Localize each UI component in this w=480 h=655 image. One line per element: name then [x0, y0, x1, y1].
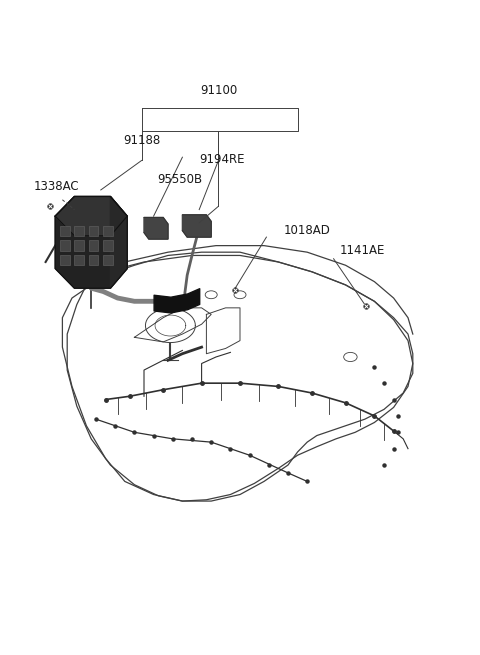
Bar: [89, 226, 98, 236]
Text: 1018AD: 1018AD: [283, 224, 330, 237]
Bar: [60, 255, 70, 265]
Bar: [89, 255, 98, 265]
Bar: [89, 240, 98, 251]
Text: 91100: 91100: [200, 84, 237, 97]
Polygon shape: [55, 196, 127, 288]
Polygon shape: [110, 196, 127, 288]
Bar: [103, 226, 113, 236]
Bar: [60, 226, 70, 236]
Polygon shape: [144, 217, 168, 239]
Text: 91188: 91188: [123, 134, 160, 147]
Polygon shape: [182, 215, 211, 237]
Bar: [74, 240, 84, 251]
Bar: [60, 240, 70, 251]
Text: 1338AC: 1338AC: [34, 179, 80, 193]
Bar: [103, 240, 113, 251]
Bar: [74, 255, 84, 265]
Bar: [103, 255, 113, 265]
Text: 1141AE: 1141AE: [340, 244, 385, 257]
Bar: [74, 226, 84, 236]
Polygon shape: [55, 196, 127, 236]
Text: 95550B: 95550B: [157, 173, 203, 186]
Text: 9194RE: 9194RE: [199, 153, 244, 166]
